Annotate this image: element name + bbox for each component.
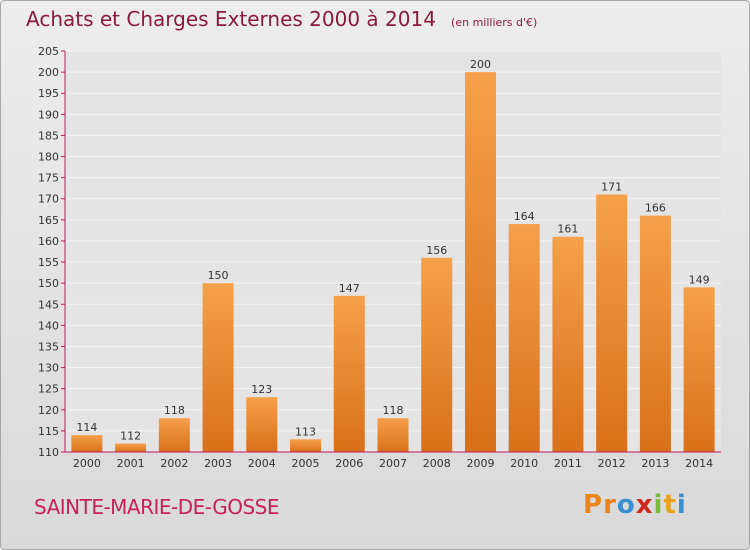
bar-2003 xyxy=(202,283,234,452)
y-tick-label: 185 xyxy=(38,129,59,142)
x-tick-label: 2010 xyxy=(510,457,538,470)
bar-value-label: 171 xyxy=(601,181,622,194)
y-tick-label: 140 xyxy=(38,319,59,332)
proxiti-logo: Proxiti xyxy=(583,490,687,520)
x-axis-labels: 2000 2001 2002 2003 2004 2005 2006 2007 2008 2009… xyxy=(73,457,713,470)
bar-2005 xyxy=(290,439,322,452)
chart-header: Achats et Charges Externes 2000 à 2014 (… xyxy=(26,7,537,31)
y-tick-label: 180 xyxy=(38,151,59,164)
x-tick-label: 2006 xyxy=(335,457,363,470)
x-tick-label: 2007 xyxy=(379,457,407,470)
y-tick-label: 150 xyxy=(38,277,59,290)
logo-letter: x xyxy=(635,490,654,520)
x-tick-label: 2013 xyxy=(641,457,669,470)
commune-name: SAINTE-MARIE-DE-GOSSE xyxy=(34,495,280,519)
y-tick-label: 205 xyxy=(38,45,59,58)
bars: 114 112 118 150 123 113 147 118 156 200 164 161 171 1… xyxy=(71,58,715,453)
y-tick-label: 145 xyxy=(38,298,59,311)
x-tick-label: 2011 xyxy=(554,457,582,470)
bar-value-label: 118 xyxy=(383,404,404,417)
y-tick-label: 195 xyxy=(38,87,59,100)
bar-value-label: 164 xyxy=(514,210,535,223)
x-tick-label: 2009 xyxy=(466,457,494,470)
bar-2004 xyxy=(246,397,278,452)
logo-letter: t xyxy=(663,490,677,520)
bar-value-label: 123 xyxy=(251,383,272,396)
bar-2010 xyxy=(508,224,540,452)
x-tick-label: 2012 xyxy=(598,457,626,470)
logo-letter: P xyxy=(583,490,604,520)
chart-title: Achats et Charges Externes 2000 à 2014 xyxy=(26,7,436,31)
bar-2012 xyxy=(596,194,628,452)
x-tick-label: 2001 xyxy=(117,457,145,470)
bar-value-label: 114 xyxy=(76,421,97,434)
bar-2009 xyxy=(464,72,496,453)
x-tick-label: 2008 xyxy=(423,457,451,470)
y-tick-label: 165 xyxy=(38,214,59,227)
y-tick-label: 170 xyxy=(38,193,59,206)
x-tick-label: 2002 xyxy=(160,457,188,470)
y-tick-label: 125 xyxy=(38,383,59,396)
logo-letter: o xyxy=(616,490,636,520)
y-tick-label: 155 xyxy=(38,256,59,269)
y-tick-label: 160 xyxy=(38,235,59,248)
bar-2011 xyxy=(552,236,584,452)
bar-value-label: 156 xyxy=(426,244,447,257)
y-tick-label: 110 xyxy=(38,446,59,459)
bar-value-label: 149 xyxy=(689,273,710,286)
logo-letter: r xyxy=(603,490,617,520)
x-tick-label: 2004 xyxy=(248,457,276,470)
bar-value-label: 112 xyxy=(120,430,141,443)
bar-value-label: 147 xyxy=(339,282,360,295)
bar-2008 xyxy=(421,257,453,452)
bar-2013 xyxy=(639,215,671,452)
bar-value-label: 118 xyxy=(164,404,185,417)
x-tick-label: 2014 xyxy=(685,457,713,470)
x-tick-label: 2005 xyxy=(292,457,320,470)
y-tick-label: 115 xyxy=(38,425,59,438)
bar-value-label: 113 xyxy=(295,425,316,438)
bar-2002 xyxy=(158,418,190,452)
bar-value-label: 161 xyxy=(557,223,578,236)
y-tick-label: 130 xyxy=(38,362,59,375)
y-tick-label: 135 xyxy=(38,340,59,353)
logo-letter: i xyxy=(676,490,687,520)
y-axis-ticks: 110 115 120 125 130 135 140 145 150 155 160 165 170 1… xyxy=(38,45,65,459)
chart-unit: (en milliers d'€) xyxy=(451,16,538,29)
y-tick-label: 175 xyxy=(38,172,59,185)
bar-value-label: 150 xyxy=(208,269,229,282)
y-tick-label: 200 xyxy=(38,66,59,79)
bar-2006 xyxy=(333,295,365,452)
bar-2014 xyxy=(683,287,715,452)
bar-2000 xyxy=(71,435,103,452)
bar-value-label: 200 xyxy=(470,58,491,71)
logo-letter: i xyxy=(653,490,664,520)
bar-value-label: 166 xyxy=(645,202,666,215)
x-tick-label: 2000 xyxy=(73,457,101,470)
y-tick-label: 120 xyxy=(38,404,59,417)
bar-2007 xyxy=(377,418,409,452)
bar-2001 xyxy=(115,443,147,452)
x-tick-label: 2003 xyxy=(204,457,232,470)
y-tick-label: 190 xyxy=(38,108,59,121)
